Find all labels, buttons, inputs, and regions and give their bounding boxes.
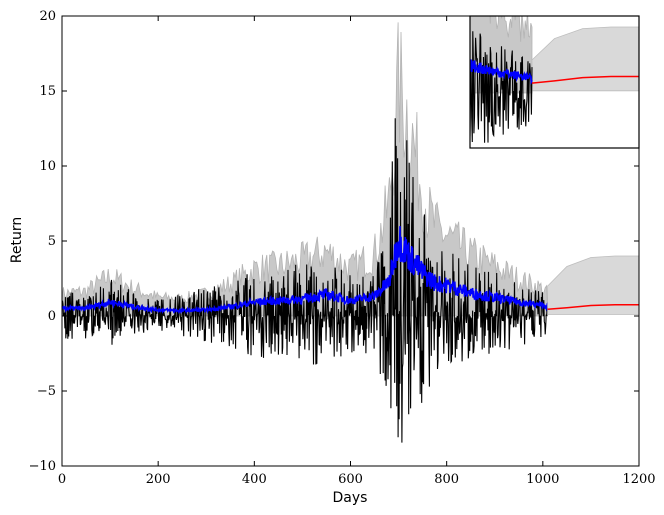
inset-forecast-band [531, 26, 639, 92]
y-tick-label: 0 [48, 309, 56, 324]
axes-layer: 0 200 400 600 800 1000 1200 −10 −5 0 5 10 15 20 [29, 9, 656, 487]
returns-series [61, 118, 549, 443]
volatility-series [61, 226, 549, 315]
inset-frame [469, 15, 640, 149]
x-tick-label: 1000 [526, 472, 559, 487]
y-tick-label: 5 [48, 234, 56, 249]
y-tick-label: −10 [29, 459, 56, 474]
x-tick-label: 600 [338, 472, 363, 487]
x-tick-label: 200 [146, 472, 171, 487]
y-tick-label: 15 [39, 84, 56, 99]
y-tick-label: 10 [39, 159, 56, 174]
plot-layer [61, 22, 640, 443]
x-axis-label: Days [333, 490, 368, 506]
inset-plot [469, 15, 640, 149]
x-tick-label: 0 [58, 472, 66, 487]
x-tick-label: 800 [434, 472, 459, 487]
y-tick-label: −5 [37, 384, 56, 399]
x-tick-label: 400 [242, 472, 267, 487]
forecast-series [547, 304, 639, 310]
inset-volatility-series [470, 59, 533, 85]
inset-content [470, 16, 639, 143]
x-tick-label: 1200 [622, 472, 655, 487]
inset-forecast-series [531, 75, 639, 84]
y-tick-label: 20 [39, 9, 56, 24]
y-axis-label: Return [9, 217, 25, 263]
